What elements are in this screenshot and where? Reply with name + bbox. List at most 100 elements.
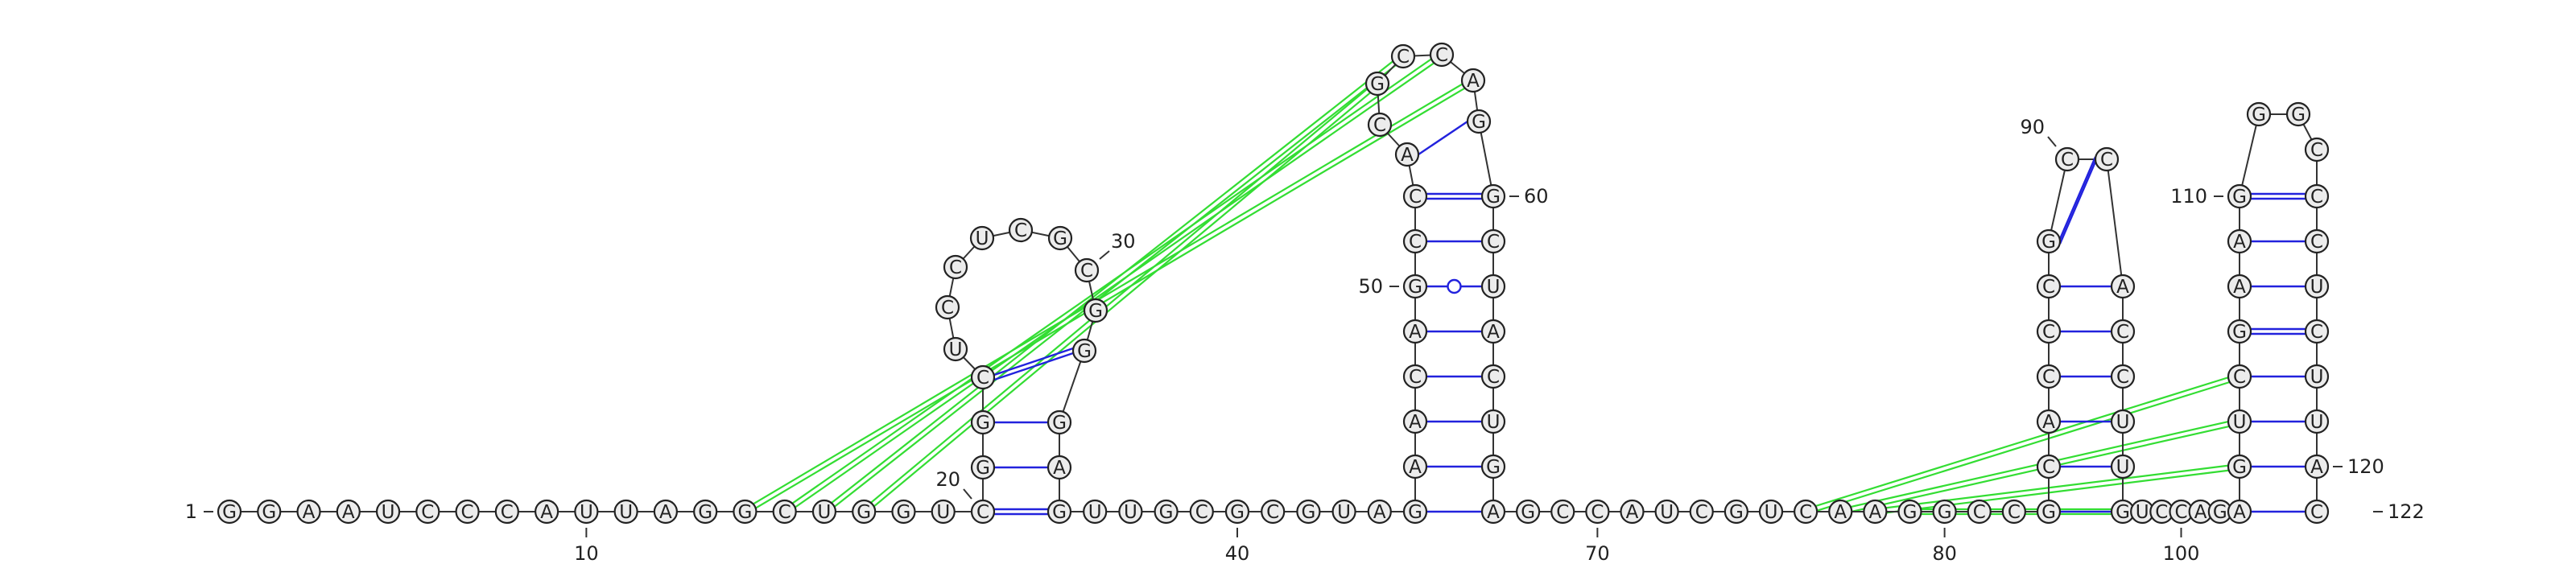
svg-text:C: C: [1799, 502, 1812, 523]
svg-text:G: G: [222, 502, 237, 523]
svg-text:C: C: [2042, 457, 2055, 478]
svg-text:U: U: [1765, 502, 1778, 523]
nucleotide: G: [2036, 228, 2062, 254]
nucleotide: A: [1460, 68, 1486, 93]
position-label: 100: [2163, 528, 2199, 565]
svg-text:G: G: [1408, 502, 1422, 523]
nucleotide: A: [653, 499, 678, 525]
svg-text:U: U: [949, 339, 963, 360]
nucleotide: G: [2227, 454, 2252, 479]
svg-text:C: C: [2233, 367, 2246, 388]
nucleotide: C: [1429, 42, 1455, 68]
svg-text:C: C: [2042, 277, 2055, 298]
nucleotide: C: [1390, 43, 1416, 69]
nucleotide: G: [693, 499, 718, 525]
nucleotide: C: [1189, 499, 1214, 525]
svg-text:C: C: [1695, 502, 1708, 523]
nucleotide: U: [931, 499, 956, 525]
svg-text:A: A: [1626, 502, 1639, 523]
svg-text:A: A: [1869, 502, 1882, 523]
nucleotide: C: [1074, 257, 1100, 283]
svg-text:G: G: [1088, 301, 1103, 322]
svg-text:A: A: [1409, 322, 1422, 343]
nucleotide: A: [1828, 499, 1853, 525]
svg-text:G: G: [1370, 74, 1385, 95]
svg-text:A: A: [1053, 458, 1066, 479]
backbone-segment: [2048, 158, 2068, 242]
position-label: 122: [2373, 500, 2425, 523]
svg-text:30: 30: [1111, 230, 1136, 253]
svg-text:C: C: [1409, 232, 1422, 253]
base-pair: [2251, 327, 2306, 335]
nucleotide: U: [1480, 409, 1506, 434]
nucleotide: A: [2036, 409, 2062, 434]
svg-text:A: A: [659, 502, 672, 523]
svg-text:C: C: [2116, 367, 2129, 388]
nucleotide: U: [1083, 499, 1108, 525]
nucleotide: C: [1794, 499, 1818, 525]
svg-text:G: G: [1729, 502, 1744, 523]
nucleotide: U: [613, 499, 638, 525]
nucleotide: U: [1331, 499, 1356, 525]
nucleotide: C: [2227, 364, 2252, 389]
nucleotide: C: [1480, 228, 1506, 254]
pseudoknot-pair: [861, 80, 1380, 515]
nucleotide: G: [970, 455, 996, 480]
nucleotide: U: [969, 225, 995, 251]
nucleotide: C: [2304, 183, 2330, 209]
svg-text:C: C: [2155, 502, 2168, 523]
nucleotide: U: [1654, 499, 1679, 525]
svg-text:G: G: [1301, 502, 1315, 523]
nucleotide: G: [2036, 499, 2062, 525]
svg-text:A: A: [1487, 502, 1500, 523]
svg-text:U: U: [2233, 412, 2247, 433]
svg-text:C: C: [2008, 502, 2021, 523]
svg-text:C: C: [1591, 502, 1604, 523]
nucleotide: G: [1083, 298, 1108, 323]
svg-text:10: 10: [574, 542, 599, 565]
backbone-segment: [1059, 350, 1085, 423]
svg-text:C: C: [1556, 502, 1569, 523]
nucleotide: C: [2094, 146, 2120, 172]
base-pair: [2251, 192, 2306, 200]
base-pair-layer: [993, 121, 2306, 516]
position-label: 110: [2170, 185, 2223, 208]
svg-text:A: A: [1409, 457, 1422, 478]
svg-text:C: C: [1487, 367, 1500, 388]
svg-text:A: A: [2233, 502, 2246, 523]
position-label: 1: [185, 500, 213, 523]
svg-text:C: C: [2310, 232, 2323, 253]
svg-text:G: G: [2252, 105, 2266, 126]
nucleotide: C: [2110, 319, 2136, 344]
svg-text:G: G: [262, 502, 276, 523]
svg-text:C: C: [976, 502, 989, 523]
nucleotide: G: [852, 499, 877, 525]
nucleotide: C: [1402, 183, 1428, 209]
nucleotide: C: [2036, 454, 2062, 479]
svg-text:C: C: [1080, 261, 1093, 282]
svg-text:U: U: [818, 502, 832, 523]
nucleotide: A: [1394, 142, 1420, 167]
nucleotide: C: [2304, 228, 2330, 254]
svg-text:A: A: [2116, 277, 2129, 298]
nucleotide: C: [2110, 364, 2136, 389]
svg-text:A: A: [2194, 502, 2207, 523]
nucleotide: G: [1224, 499, 1250, 525]
nucleotide: C: [935, 294, 960, 320]
nucleotide: G: [2227, 319, 2252, 344]
svg-text:U: U: [1124, 502, 1137, 523]
svg-text:C: C: [2042, 322, 2055, 343]
svg-text:C: C: [976, 368, 989, 389]
pseudoknot-pair: [743, 77, 1476, 515]
svg-text:G: G: [976, 458, 990, 479]
svg-text:U: U: [976, 228, 989, 249]
svg-text:U: U: [1337, 502, 1351, 523]
svg-text:A: A: [2042, 412, 2055, 433]
svg-text:C: C: [2310, 187, 2323, 208]
svg-text:U: U: [2116, 457, 2130, 478]
svg-text:C: C: [1014, 220, 1027, 241]
nucleotide: A: [1402, 409, 1428, 434]
nucleotide: G: [257, 499, 282, 525]
svg-text:U: U: [1088, 502, 1102, 523]
nucleotide: G: [1402, 499, 1428, 525]
